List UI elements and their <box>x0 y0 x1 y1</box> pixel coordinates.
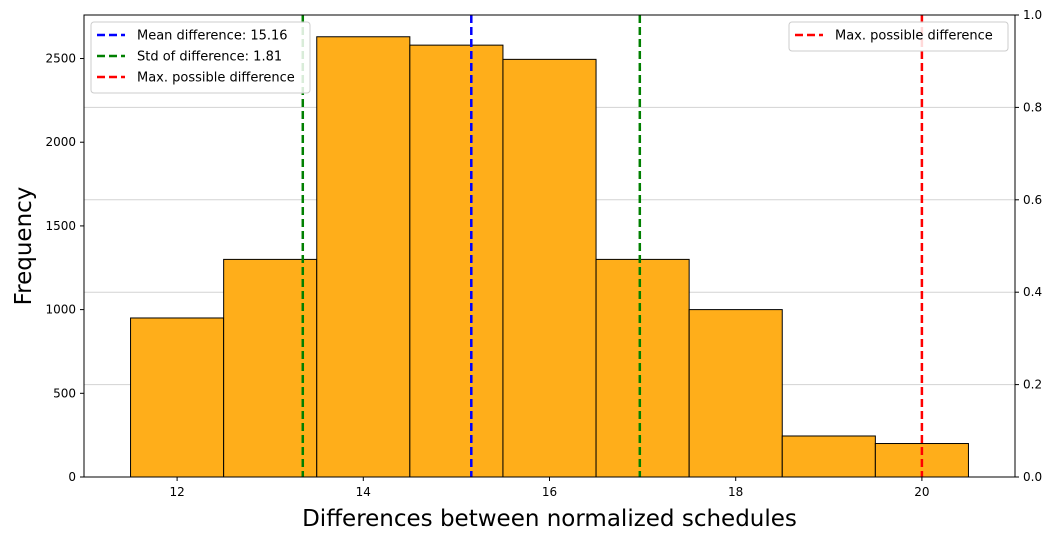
right-y-tick-label: 0.8 <box>1023 100 1042 114</box>
right-y-tick-label: 0.2 <box>1023 378 1042 392</box>
histogram-bars <box>130 36 969 478</box>
histogram-bar <box>781 435 876 478</box>
histogram-bar <box>223 258 318 478</box>
right-y-tick-label: 0.6 <box>1023 193 1042 207</box>
legend-top-right: Max. possible difference <box>788 21 1009 52</box>
histogram-bar <box>130 317 225 478</box>
histogram-bar <box>502 58 597 478</box>
legend-label: Max. possible difference <box>835 29 993 44</box>
x-tick-label: 14 <box>356 485 371 499</box>
right-y-tick-label: 0.0 <box>1023 470 1042 484</box>
x-tick-label: 16 <box>542 485 557 499</box>
y-tick-label: 500 <box>53 386 76 400</box>
x-axis-ticks: 12 14 16 18 20 <box>169 477 930 499</box>
legend-box <box>788 21 1009 52</box>
y-tick-label: 2000 <box>45 135 76 149</box>
x-tick-label: 12 <box>169 485 184 499</box>
right-y-tick-label: 1.0 <box>1023 8 1042 22</box>
x-tick-label: 18 <box>728 485 743 499</box>
histogram-bar <box>316 36 411 478</box>
y-tick-label: 1500 <box>45 219 76 233</box>
legend-box <box>90 21 311 94</box>
histogram-bar <box>595 258 690 478</box>
histogram-bar <box>688 309 783 478</box>
right-y-axis-ticks: 0.0 0.2 0.4 0.6 0.8 1.0 <box>1015 8 1042 484</box>
y-axis-title: Frequency <box>11 187 37 306</box>
legend-label: Std of difference: 1.81 <box>137 50 282 65</box>
y-tick-label: 0 <box>68 470 76 484</box>
legend-label: Max. possible difference <box>137 71 295 86</box>
y-tick-label: 1000 <box>45 303 76 317</box>
x-tick-label: 20 <box>914 485 929 499</box>
y-axis-ticks: 0 500 1000 1500 2000 2500 <box>45 52 84 484</box>
histogram-bar <box>409 44 504 478</box>
legend-label: Mean difference: 15.16 <box>137 29 288 44</box>
x-axis-title: Differences between normalized schedules <box>302 506 797 532</box>
right-y-tick-label: 0.4 <box>1023 285 1042 299</box>
legend-top-left: Mean difference: 15.16 Std of difference:… <box>90 21 311 94</box>
y-tick-label: 2500 <box>45 52 76 66</box>
